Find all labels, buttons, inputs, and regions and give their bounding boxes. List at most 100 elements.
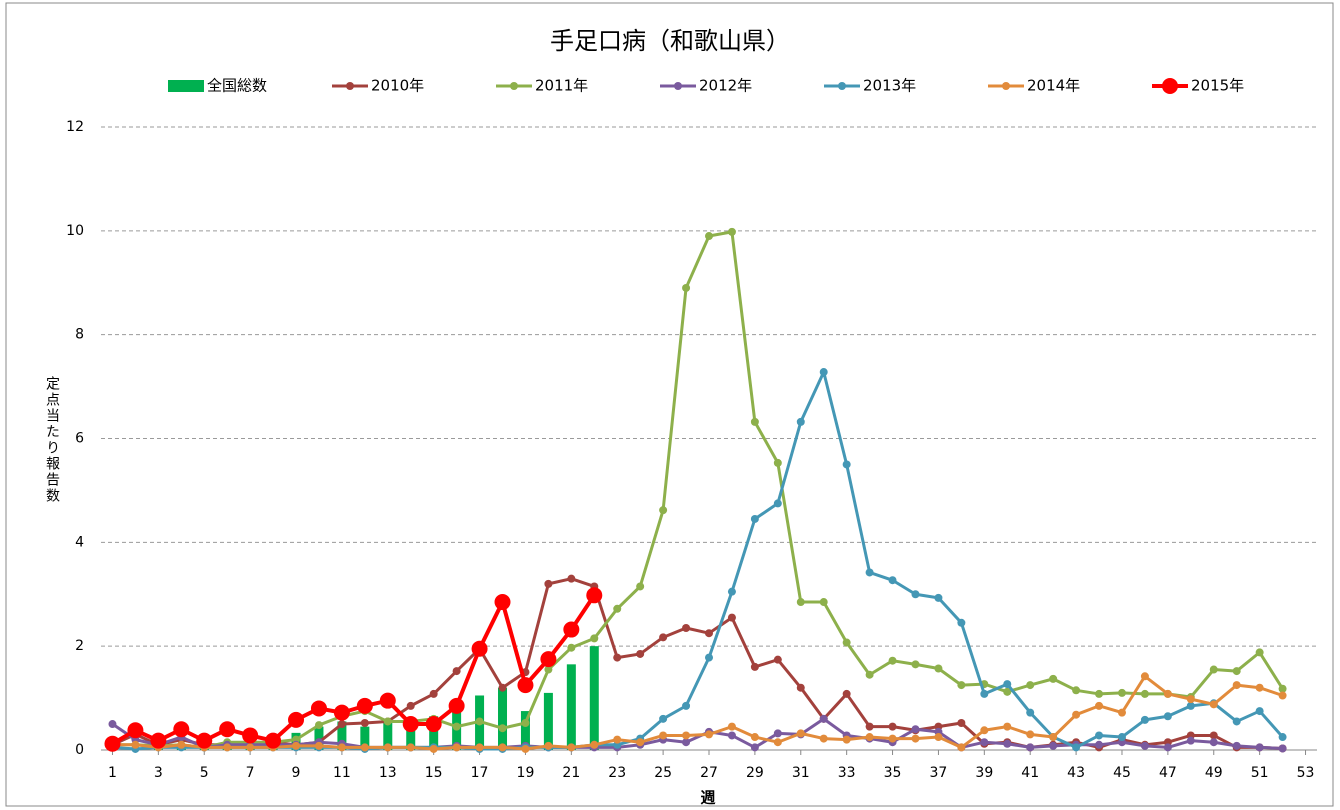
point <box>219 721 236 738</box>
point <box>1117 733 1126 742</box>
point <box>1049 674 1058 683</box>
x-tick-label: 19 <box>517 765 535 781</box>
chart-title: 手足口病（和歌山県） <box>550 27 790 55</box>
point <box>957 681 966 690</box>
point <box>980 689 989 698</box>
point <box>957 719 966 728</box>
point <box>544 741 553 750</box>
point <box>727 722 736 731</box>
point <box>544 665 553 674</box>
x-tick-label: 35 <box>884 765 902 781</box>
point <box>773 729 782 738</box>
point <box>314 721 323 730</box>
point <box>888 656 897 665</box>
bar <box>520 711 530 750</box>
x-tick-label: 33 <box>838 765 856 781</box>
point <box>1049 741 1058 750</box>
point <box>1255 648 1264 657</box>
point <box>750 743 759 752</box>
point <box>1186 701 1195 710</box>
point <box>1278 684 1287 693</box>
point <box>494 594 511 611</box>
x-tick-label: 53 <box>1297 765 1315 781</box>
point <box>682 283 691 292</box>
point <box>636 738 645 747</box>
chart-frame <box>5 2 1334 807</box>
y-tick-label: 10 <box>66 223 84 239</box>
legend-marker <box>674 82 682 90</box>
point <box>705 653 713 662</box>
point <box>934 593 943 602</box>
legend-label: 全国総数 <box>207 77 267 95</box>
point <box>980 738 989 747</box>
y-tick-label: 2 <box>75 638 84 654</box>
point <box>1232 717 1241 726</box>
point <box>750 514 759 523</box>
point <box>498 724 507 733</box>
point <box>613 604 622 613</box>
series-line <box>112 674 1284 751</box>
point <box>659 633 668 642</box>
point <box>360 743 369 752</box>
bar <box>429 716 439 750</box>
point <box>865 722 874 731</box>
legend-label: 2012年 <box>699 77 752 95</box>
point <box>177 740 186 749</box>
point <box>379 692 396 709</box>
point <box>750 662 759 671</box>
point <box>796 683 805 692</box>
point <box>659 506 668 515</box>
x-tick-label: 29 <box>746 765 764 781</box>
legend-label: 2015年 <box>1191 77 1244 95</box>
point <box>406 743 415 752</box>
point <box>705 232 713 241</box>
legend-marker <box>510 82 518 90</box>
point <box>1026 743 1035 752</box>
x-tick-label: 11 <box>333 765 351 781</box>
point <box>1003 739 1012 748</box>
point <box>727 587 736 596</box>
x-tick-label: 23 <box>608 765 626 781</box>
point <box>196 732 213 749</box>
point <box>498 683 507 692</box>
point <box>448 697 465 714</box>
point <box>750 417 759 426</box>
legend-marker <box>838 82 846 90</box>
point <box>590 740 599 749</box>
point <box>980 726 989 735</box>
point <box>842 689 851 698</box>
y-tick-label: 12 <box>66 119 84 135</box>
x-tick-label: 37 <box>930 765 948 781</box>
point <box>337 743 346 752</box>
point <box>242 727 259 744</box>
point <box>1232 741 1241 750</box>
y-tick-label: 6 <box>75 431 84 447</box>
point <box>1163 712 1172 721</box>
x-axis-label: 週 <box>700 789 715 807</box>
point <box>1255 743 1264 752</box>
point <box>150 732 167 749</box>
y-tick-label: 0 <box>75 742 84 758</box>
point <box>131 740 140 749</box>
point <box>1140 672 1149 681</box>
point <box>796 417 805 426</box>
point <box>1209 738 1218 747</box>
x-tick-label: 27 <box>700 765 718 781</box>
point <box>750 733 759 742</box>
point <box>383 743 392 752</box>
x-tick-label: 41 <box>1021 765 1039 781</box>
point <box>337 720 346 729</box>
series-line <box>111 717 1283 750</box>
x-tick-label: 5 <box>200 765 209 781</box>
point <box>383 717 392 726</box>
point <box>471 640 488 657</box>
point <box>452 667 461 676</box>
point <box>498 743 507 752</box>
point <box>517 677 534 694</box>
point <box>104 735 121 752</box>
point <box>842 460 851 469</box>
point <box>842 638 851 647</box>
bar <box>406 718 416 750</box>
legend-label: 2013年 <box>863 77 916 95</box>
point <box>292 741 301 750</box>
